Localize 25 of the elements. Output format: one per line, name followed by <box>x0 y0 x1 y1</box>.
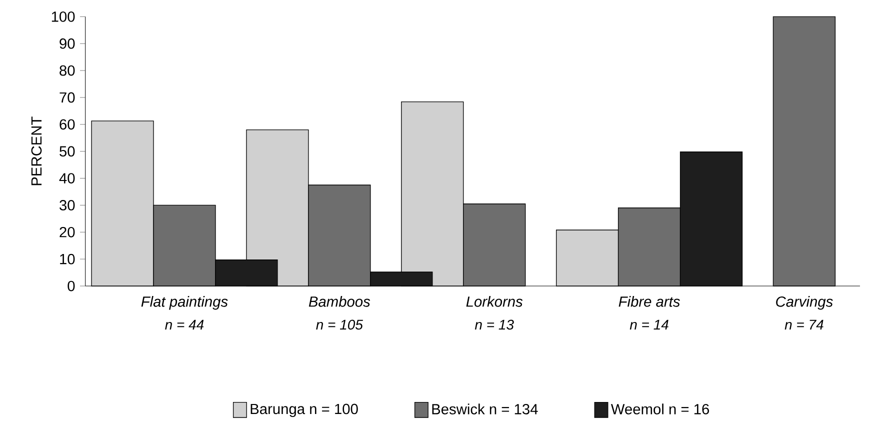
text: n = 13 <box>474 320 514 330</box>
x-tick-label: Fibre arts <box>618 296 680 307</box>
legend-label: Weemol n = 16 <box>610 404 710 414</box>
legend-label: Barunga n = 100 <box>250 404 358 418</box>
y-tick-label: 90 <box>60 38 75 49</box>
y-tick-label: 50 <box>60 146 75 157</box>
text: n = 44 <box>165 320 204 330</box>
y-tick-label: 80 <box>60 65 75 76</box>
y-tick-label: 10 <box>60 254 75 264</box>
text: n = 14 <box>630 320 668 330</box>
x-tick-label: Flat paintings <box>141 296 228 310</box>
y-tick-label: 40 <box>59 173 75 184</box>
y-tick-label: 70 <box>60 92 75 103</box>
y-tick-label: 60 <box>60 119 75 130</box>
x-tick-label: Carvings <box>776 296 833 310</box>
y-axis-title: PERCENT <box>31 116 42 186</box>
x-tick-label: Lorkorns <box>466 296 523 307</box>
legend-label: Beswick n = 134 <box>432 404 538 414</box>
y-tick-label: 30 <box>60 200 75 210</box>
text: n = 74 <box>784 320 824 330</box>
y-tick-label: 20 <box>60 226 75 238</box>
y-tick-label: 100 <box>52 11 75 22</box>
y-tick-label: 0 <box>68 280 75 292</box>
text: n = 105 <box>316 320 363 330</box>
x-tick-label: Bamboos <box>308 296 370 307</box>
